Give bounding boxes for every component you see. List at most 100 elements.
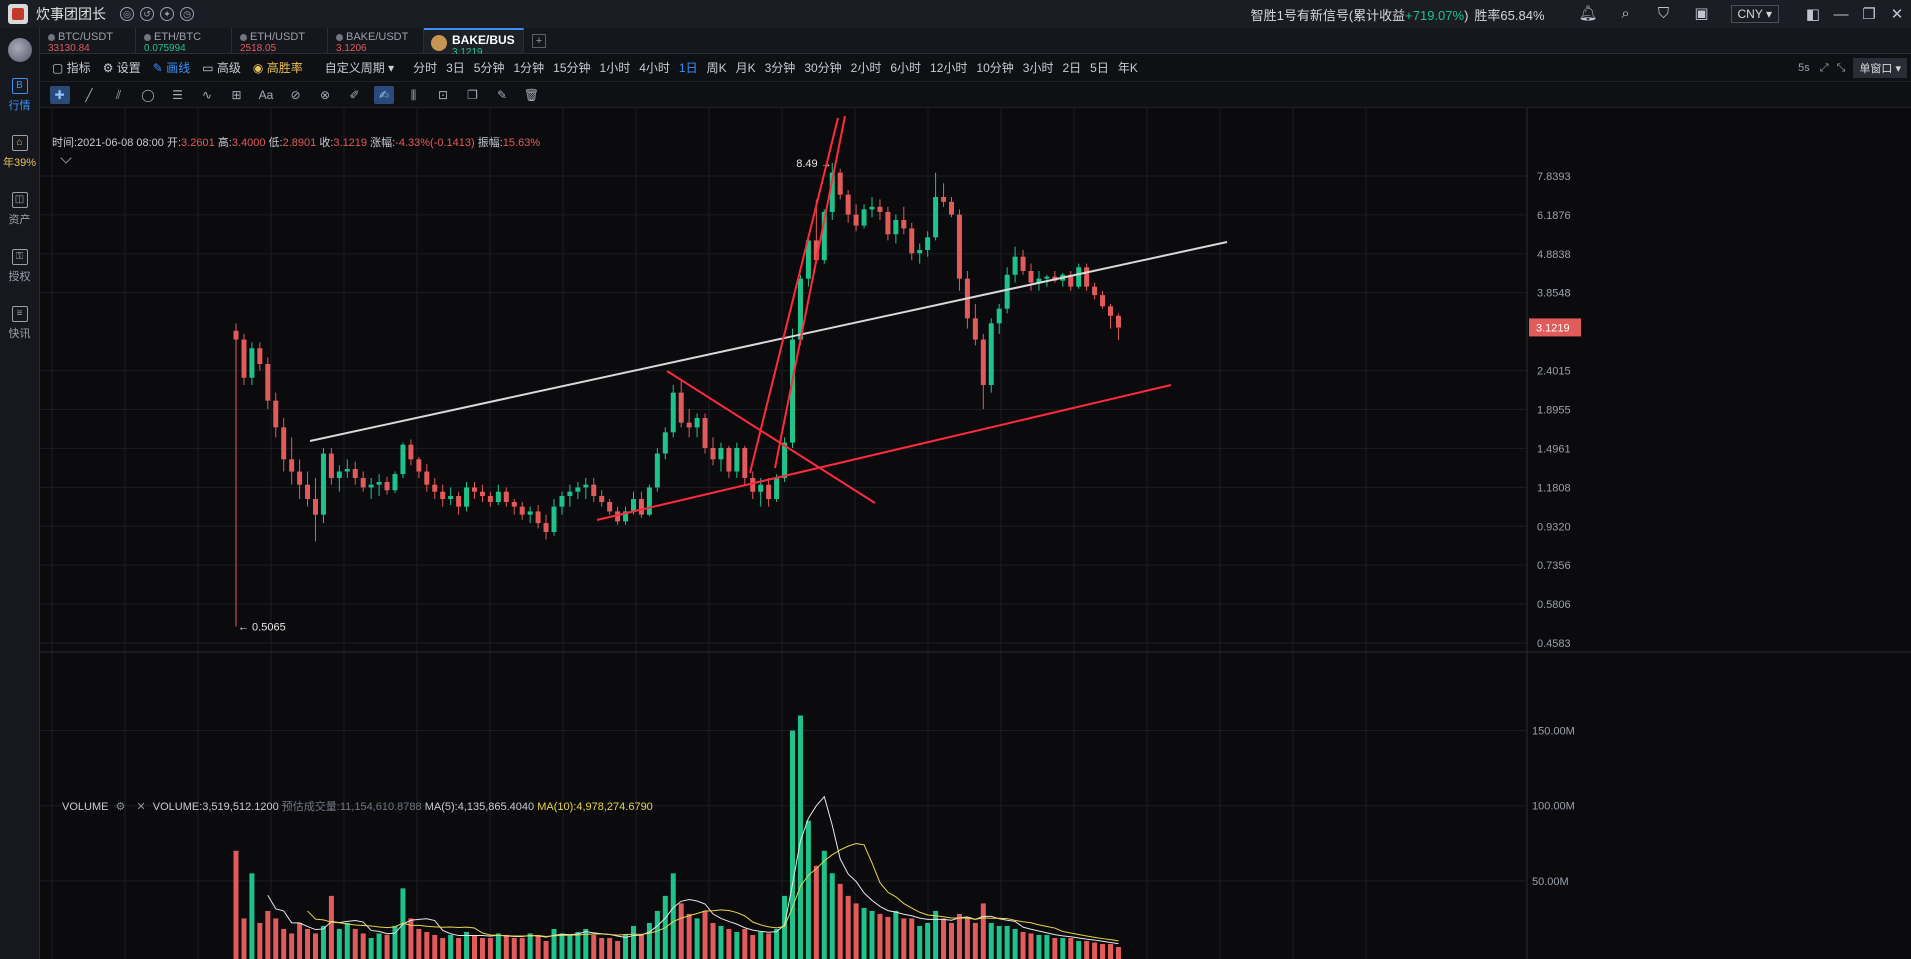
gift-icon[interactable]: ▣: [1694, 5, 1709, 22]
single-window-select[interactable]: 单窗口 ▾: [1853, 58, 1907, 78]
shirt-icon[interactable]: ⛉: [1657, 5, 1670, 22]
candle-body: [432, 484, 438, 492]
measure-tool-icon[interactable]: ⊞: [231, 87, 242, 102]
candle-body: [845, 194, 851, 215]
period-13[interactable]: 6小时: [890, 61, 922, 75]
ruler-tool-icon[interactable]: ✐: [349, 87, 360, 102]
candle-body: [257, 348, 263, 364]
clock-icon[interactable]: ◷: [180, 7, 194, 21]
candle-body: [273, 400, 279, 428]
shield-icon[interactable]: ◎: [120, 7, 134, 21]
period-2[interactable]: 5分钟: [473, 61, 505, 75]
period-9[interactable]: 月K: [735, 61, 756, 75]
line-tool-icon[interactable]: ╱: [85, 87, 93, 102]
signal-gain: +719.07%: [1405, 7, 1465, 23]
period-0[interactable]: 分时: [413, 61, 438, 75]
close-icon[interactable]: ✕: [1890, 6, 1904, 23]
candle-tool-icon[interactable]: ⫼: [410, 87, 417, 102]
hide-tool-icon[interactable]: ⊗: [319, 87, 331, 102]
period-1[interactable]: 3日: [446, 61, 465, 75]
period-8[interactable]: 周K: [706, 61, 727, 75]
sidebar-item-authorize[interactable]: ⚿ 授权: [0, 249, 39, 284]
signal-notice[interactable]: 智胜1号有新信号(累计收益+719.07%): [1250, 7, 1469, 23]
sidebar-item-year[interactable]: ⌂ 年39%: [0, 135, 39, 170]
period-3[interactable]: 1分钟: [513, 61, 545, 75]
period-15[interactable]: 10分钟: [976, 61, 1014, 75]
price-axis-label: 1.4961: [1537, 443, 1571, 455]
period-4[interactable]: 15分钟: [553, 61, 591, 75]
sidebar-item-news[interactable]: ≡ 快讯: [0, 306, 39, 341]
tab-eth-usdt[interactable]: ETH/USDT 2518.05: [232, 28, 328, 54]
price-axis-label: 0.9320: [1537, 521, 1571, 533]
copy-tool-icon[interactable]: ❐: [467, 87, 478, 102]
candle-body: [591, 484, 597, 497]
close-icon[interactable]: ✕: [136, 801, 146, 813]
search-icon[interactable]: ⌕: [1621, 5, 1630, 22]
refresh-interval[interactable]: 5s: [1798, 62, 1810, 74]
shape-tool-icon[interactable]: ◯: [141, 87, 155, 102]
draw-button[interactable]: ✎ 画线: [152, 61, 191, 75]
tab-btc-usdt[interactable]: BTC/USDT 33130.84: [40, 28, 136, 54]
lock-tool-icon[interactable]: ⊡: [437, 87, 449, 102]
tab-bake-bus[interactable]: BAKE/BUS 3.1219: [424, 28, 524, 58]
high-win-button[interactable]: ◉ 高胜率: [252, 61, 303, 75]
period-17[interactable]: 2日: [1062, 61, 1082, 75]
period-11[interactable]: 30分钟: [804, 61, 842, 75]
custom-period-select[interactable]: 自定义周期 ▾: [324, 61, 395, 75]
restore-icon[interactable]: ❐: [1862, 6, 1876, 23]
add-tab-button[interactable]: +: [532, 34, 546, 48]
volume-bar: [495, 933, 501, 959]
candle-body: [583, 484, 589, 488]
indicators-button[interactable]: ▢ 指标: [52, 61, 91, 75]
candle-body: [543, 523, 549, 533]
tab-bake-usdt[interactable]: BAKE/USDT 3.1206: [328, 28, 424, 54]
sidebar-item-assets[interactable]: ◫ 资产: [0, 192, 39, 227]
sidebar-toggle-icon[interactable]: ◧: [1805, 6, 1821, 23]
settings-icon[interactable]: ⚙: [115, 801, 126, 813]
tab-name: ETH/BTC: [144, 31, 231, 43]
price-axis-label: 1.8955: [1537, 404, 1571, 416]
channel-tool-icon[interactable]: ⫽: [115, 87, 122, 102]
edit-tool-icon[interactable]: ✎: [496, 87, 508, 102]
volume-name: VOLUME: [62, 801, 109, 813]
candle-body: [869, 206, 875, 210]
trash-icon[interactable]: 🗑︎: [523, 87, 540, 102]
candle-body: [297, 471, 303, 485]
sidebar-item-market[interactable]: B 行情: [0, 78, 39, 113]
period-16[interactable]: 3小时: [1022, 61, 1054, 75]
period-10[interactable]: 3分钟: [764, 61, 796, 75]
settings-button[interactable]: ⚙ 设置: [102, 61, 141, 75]
fullscreen-icon[interactable]: ⤢: [1819, 61, 1829, 74]
draw-mode-icon[interactable]: ✍: [374, 85, 394, 104]
sync-icon[interactable]: ↺: [140, 7, 154, 21]
compass-icon[interactable]: ✦: [160, 7, 174, 21]
candle-body: [535, 511, 541, 524]
ohlc-open: 3.2601: [181, 137, 215, 149]
text-tool-icon[interactable]: Aa: [258, 87, 274, 102]
period-19[interactable]: 年K: [1117, 61, 1138, 75]
minimize-icon[interactable]: —: [1833, 5, 1849, 23]
fib-tool-icon[interactable]: ☰: [172, 87, 183, 102]
price-chart[interactable]: 7.8393 6.1876 4.8838 3.8548 2.4015 1.8955 1.49…: [40, 108, 1911, 959]
period-14[interactable]: 12小时: [930, 61, 968, 75]
volume-bar: [790, 730, 795, 959]
period-12[interactable]: 2小时: [850, 61, 882, 75]
period-18[interactable]: 5日: [1090, 61, 1109, 75]
bell-icon[interactable]: 🔔︎: [1578, 5, 1598, 22]
magnet-tool-icon[interactable]: ⊘: [290, 87, 301, 102]
exit-fullscreen-icon[interactable]: ⤡: [1836, 61, 1846, 74]
wave-tool-icon[interactable]: ∿: [201, 87, 213, 102]
volume-bar: [241, 918, 247, 959]
candle-body: [1068, 274, 1074, 287]
volume-bar: [1028, 933, 1034, 959]
candle-body: [249, 348, 255, 378]
candle-body: [790, 339, 795, 443]
candle-body: [853, 214, 859, 226]
advanced-button[interactable]: ▭ 高级: [202, 61, 241, 75]
crosshair-tool-icon[interactable]: ✚: [49, 85, 70, 104]
period-5[interactable]: 1小时: [599, 61, 631, 75]
tab-eth-btc[interactable]: ETH/BTC 0.075994: [136, 28, 232, 54]
currency-select[interactable]: CNY ▾: [1730, 5, 1779, 23]
period-6[interactable]: 4小时: [639, 61, 670, 75]
period-7[interactable]: 1日: [678, 61, 698, 75]
